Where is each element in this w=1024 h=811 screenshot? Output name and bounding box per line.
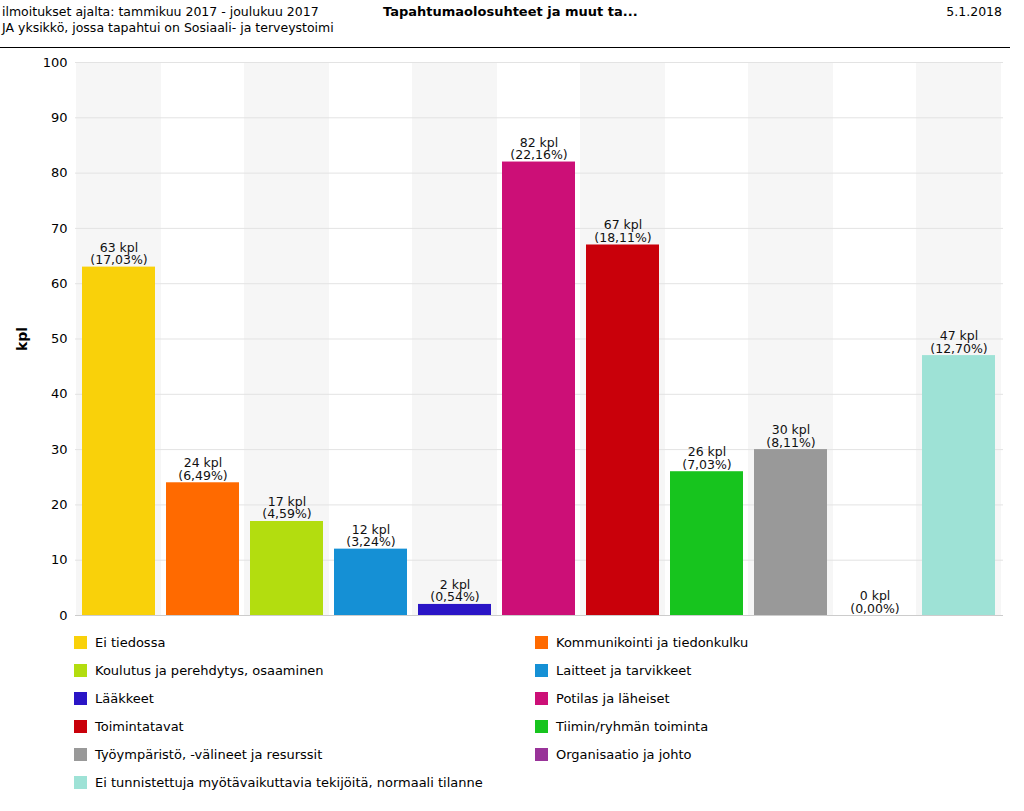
svg-text:70: 70 bbox=[51, 221, 68, 236]
svg-text:10: 10 bbox=[51, 552, 68, 567]
svg-text:30: 30 bbox=[51, 442, 68, 457]
svg-text:100: 100 bbox=[43, 55, 68, 70]
html-text:Ei tiedossa: Ei tiedossa bbox=[95, 635, 166, 650]
html-text:Ei tunnistettuja myötävaikutta: Ei tunnistettuja myötävaikuttavia tekijö… bbox=[95, 775, 483, 790]
svg-text:2 kpl(0,54%): 2 kpl(0,54%) bbox=[430, 577, 479, 605]
svg-text:60: 60 bbox=[51, 276, 68, 291]
svg-text:kpl: kpl bbox=[14, 327, 30, 351]
html-text:Laitteet ja tarvikkeet: Laitteet ja tarvikkeet bbox=[556, 663, 692, 678]
svg-text:17 kpl(4,59%): 17 kpl(4,59%) bbox=[262, 494, 311, 522]
html-text:JA yksikkö, jossa tapahtui on: JA yksikkö, jossa tapahtui on Sosiaali- … bbox=[2, 20, 334, 35]
svg-text:0: 0 bbox=[59, 608, 67, 623]
svg-text:50: 50 bbox=[51, 331, 68, 346]
html-text:5.1.2018: 5.1.2018 bbox=[946, 4, 1002, 19]
html-text:Potilas ja läheiset: Potilas ja läheiset bbox=[556, 691, 670, 706]
svg-text:67 kpl(18,11%): 67 kpl(18,11%) bbox=[594, 217, 651, 245]
svg-text:90: 90 bbox=[51, 110, 68, 125]
svg-text:30 kpl(8,11%): 30 kpl(8,11%) bbox=[766, 422, 815, 450]
svg-text:24 kpl(6,49%): 24 kpl(6,49%) bbox=[178, 455, 227, 483]
svg-text:20: 20 bbox=[51, 497, 68, 512]
html-text:ilmoitukset ajalta: tammikuu 2: ilmoitukset ajalta: tammikuu 2017 - joul… bbox=[2, 4, 319, 19]
svg-text:63 kpl(17,03%): 63 kpl(17,03%) bbox=[90, 240, 147, 267]
svg-text:40: 40 bbox=[51, 386, 68, 401]
svg-text:12 kpl(3,24%): 12 kpl(3,24%) bbox=[346, 522, 395, 550]
html-text:Tiimin/ryhmän toiminta: Tiimin/ryhmän toiminta bbox=[556, 719, 709, 734]
svg-text:82 kpl(22,16%): 82 kpl(22,16%) bbox=[510, 135, 567, 163]
svg-text:0 kpl(0,00%): 0 kpl(0,00%) bbox=[850, 588, 899, 616]
html-text:Koulutus ja perehdytys, osaami: Koulutus ja perehdytys, osaaminen bbox=[95, 663, 324, 678]
svg-text:47 kpl(12,70%): 47 kpl(12,70%) bbox=[930, 328, 987, 356]
html-text:Organisaatio ja johto: Organisaatio ja johto bbox=[556, 747, 692, 762]
html-text:Toimintatavat: Toimintatavat bbox=[95, 719, 184, 734]
svg-text:80: 80 bbox=[51, 165, 68, 180]
html-text:Lääkkeet: Lääkkeet bbox=[95, 691, 154, 706]
svg-text:26 kpl(7,03%): 26 kpl(7,03%) bbox=[682, 444, 731, 472]
html-text:Tapahtumaolosuhteet ja muut ta: Tapahtumaolosuhteet ja muut ta... bbox=[383, 4, 638, 19]
html-text:Työympäristö, -välineet ja res: Työympäristö, -välineet ja resurssit bbox=[95, 747, 323, 762]
html-text:Kommunikointi ja tiedonkulku: Kommunikointi ja tiedonkulku bbox=[556, 635, 749, 650]
